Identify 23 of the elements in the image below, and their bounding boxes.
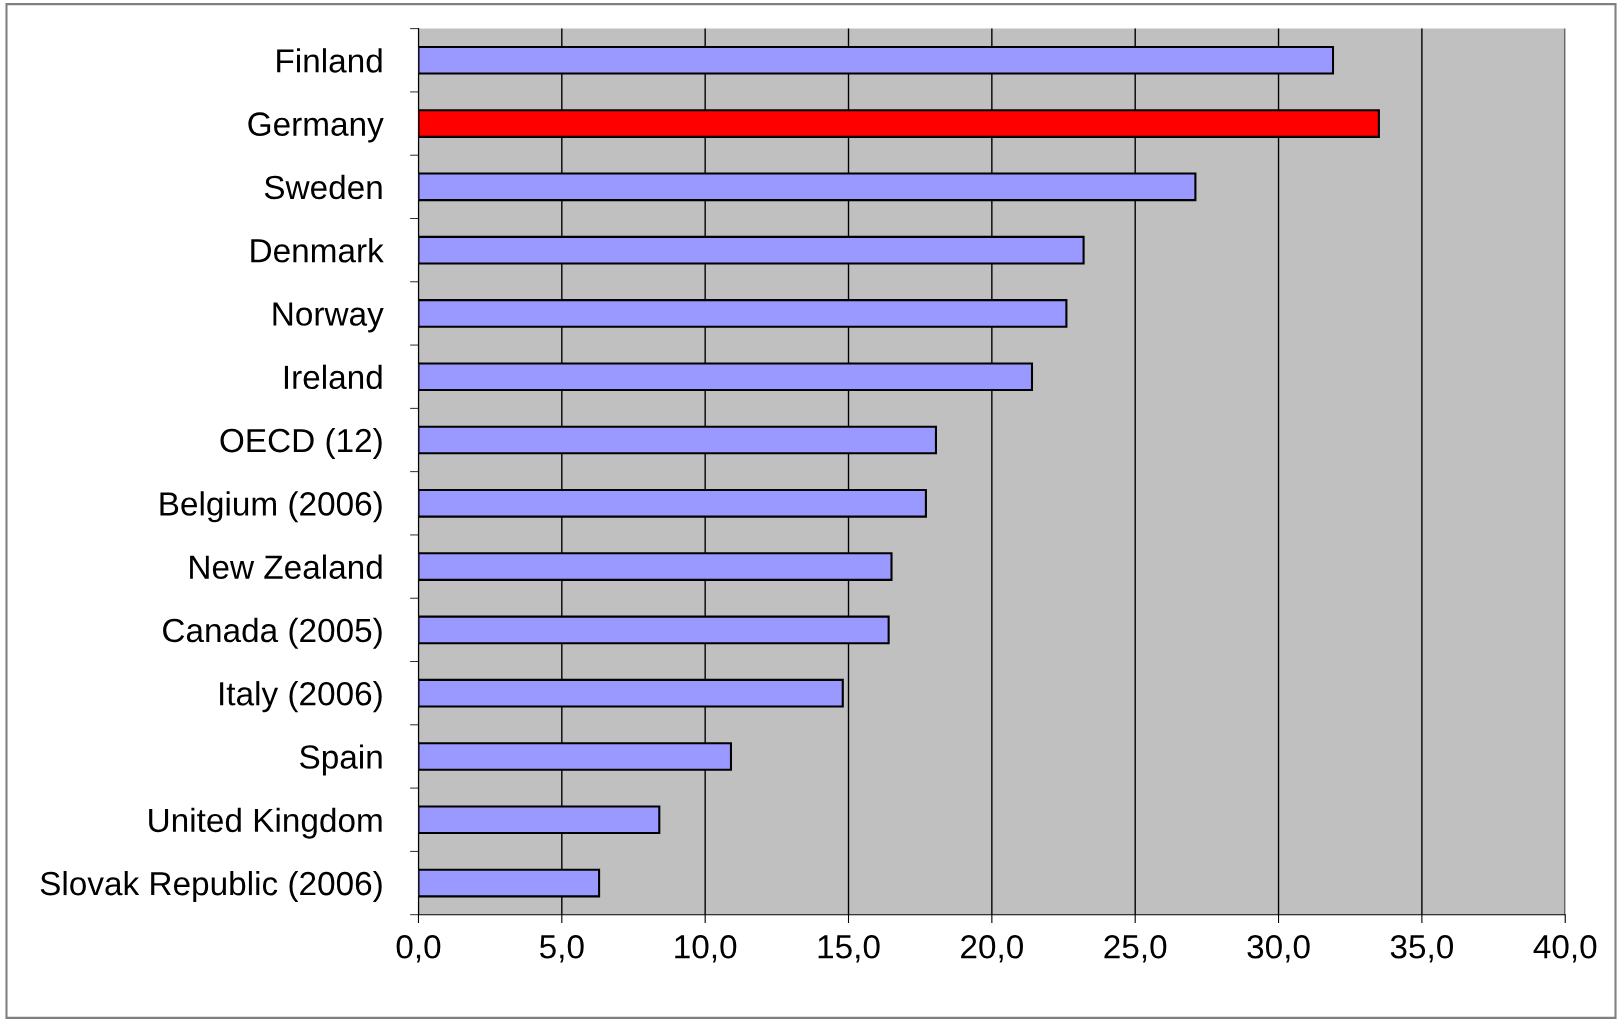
x-tick-label: 25,0 [1104,935,1167,963]
y-tick-label: Norway [273,302,384,333]
y-tick-label: Sweden [264,174,382,200]
y-tick-label: Belgium (2006) [160,491,382,523]
x-tick-label: 35,0 [1390,935,1454,963]
y-tick-label: New Zealand [190,554,382,579]
y-tick-label: Ireland [284,364,382,390]
y-tick-label: Canada (2005) [163,617,382,649]
y-tick-label: Germany [248,112,384,143]
y-tick-label: Italy (2006) [220,681,382,713]
x-tick-label: 30,0 [1247,935,1310,963]
x-tick-label: 5,0 [539,935,584,963]
y-tick-label: Finland [277,48,382,73]
x-tick-label: 15,0 [818,935,880,963]
x-tick-label: 40,0 [1533,935,1597,963]
y-tick-label: OECD (12) [220,427,382,459]
y-tick-label: Denmark [251,238,384,263]
y-tick-label: United Kingdom [149,807,382,839]
x-tick-label: 20,0 [961,935,1023,963]
x-tick-label: 10,0 [675,935,737,963]
y-tick-label: Spain [300,744,382,776]
y-tick-label: Slovak Republic (2006) [40,870,382,903]
x-tick-label: 0,0 [396,935,441,963]
